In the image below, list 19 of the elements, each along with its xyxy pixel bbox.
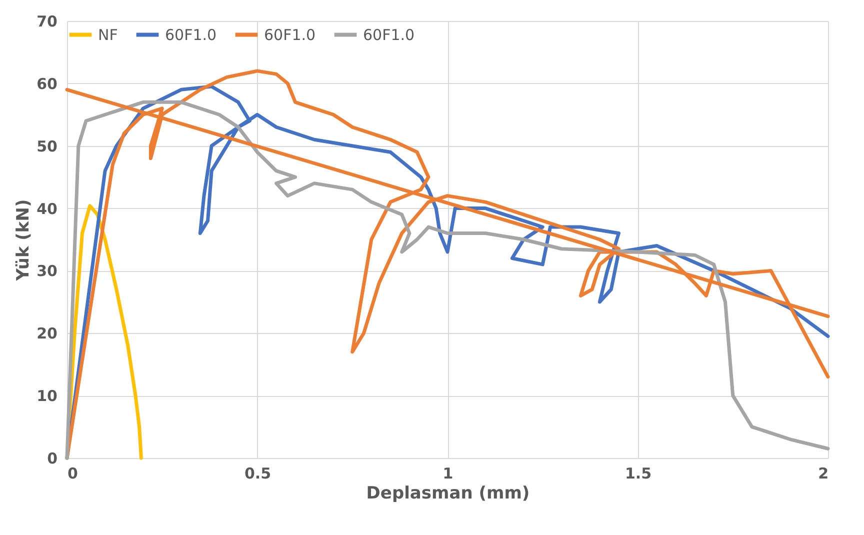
legend-label: 60F1.0 xyxy=(165,26,217,44)
y-axis-title: Yük (kN) xyxy=(14,199,34,282)
x-tick-label: 1.5 xyxy=(624,464,652,482)
y-tick-label: 20 xyxy=(36,324,58,343)
y-tick-label: 30 xyxy=(36,262,58,280)
legend-label: 60F1.0 xyxy=(363,26,415,44)
y-tick-label: 50 xyxy=(36,137,58,156)
x-tick-label: 2 xyxy=(818,464,828,482)
y-tick-label: 0 xyxy=(47,450,58,468)
x-tick-label: 0.5 xyxy=(244,464,272,482)
y-tick-label: 60 xyxy=(36,74,58,93)
x-axis-title: Deplasman (mm) xyxy=(366,484,530,504)
x-tick-label: 0 xyxy=(68,464,78,482)
legend-label: 60F1.0 xyxy=(264,26,316,44)
y-tick-label: 40 xyxy=(36,200,58,218)
x-tick-label: 1 xyxy=(442,464,454,482)
legend-label: NF xyxy=(98,26,118,44)
y-tick-label: 10 xyxy=(36,387,58,406)
y-tick-label: 70 xyxy=(36,12,58,30)
